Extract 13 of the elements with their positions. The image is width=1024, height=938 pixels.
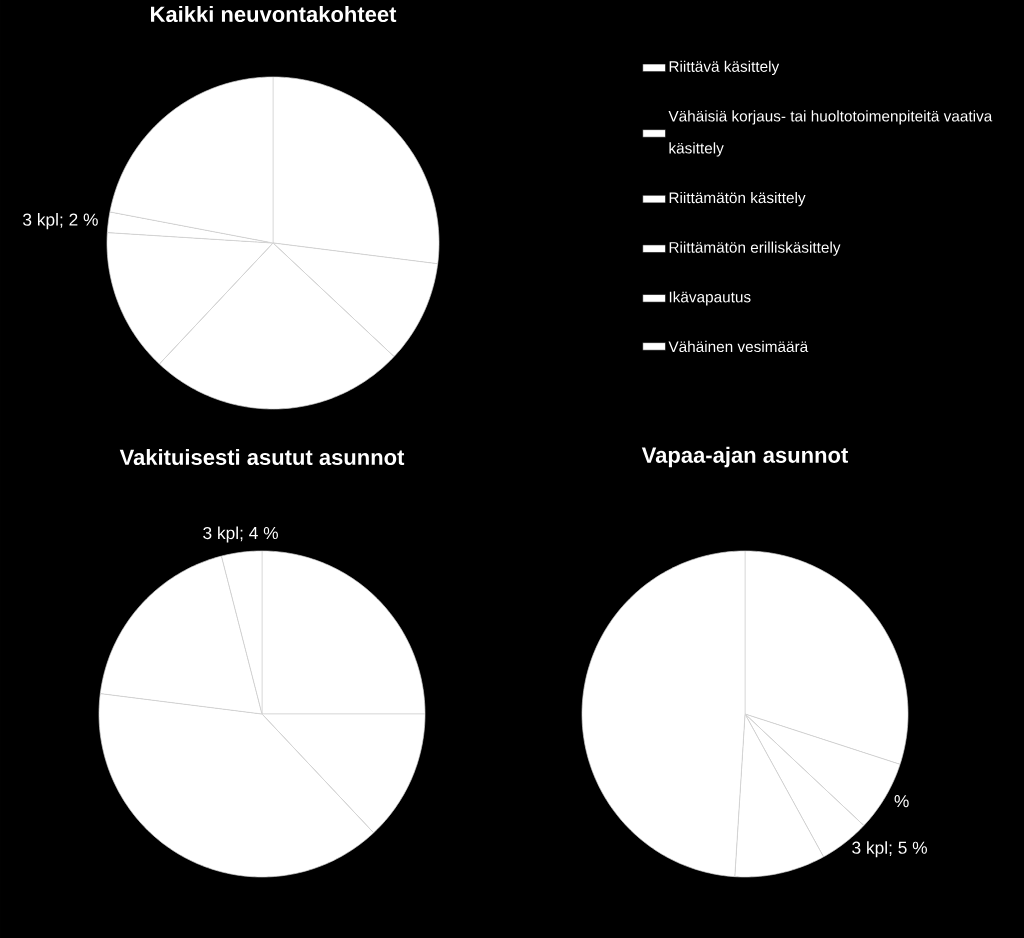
chart-title: Vapaa-ajan asunnot [641, 446, 849, 468]
legend-label: Riittämätön käsittely [669, 191, 806, 207]
chart-title: Kaikki neuvontakohteet [150, 5, 397, 23]
data-label: 3 kpl; 4 % [203, 526, 278, 543]
legend-label: Vähäinen vesimäärä [668, 340, 809, 353]
legend-label: Ikävapautus [669, 291, 751, 306]
legend-label: Riittämätön erilliskäsittely [669, 241, 841, 256]
data-label: % [894, 795, 909, 808]
chart-title: Vakituisesti asutut asunnot [119, 448, 405, 466]
legend-label: Riittävä käsittely [669, 60, 780, 75]
data-label: 3 kpl; 5 % [852, 841, 927, 858]
legend-label: Vähäisiä korjaus- tai huoltotoimenpiteitä vaativa käsittely [668, 110, 993, 157]
data-label: 3 kpl; 2 % [23, 213, 98, 230]
